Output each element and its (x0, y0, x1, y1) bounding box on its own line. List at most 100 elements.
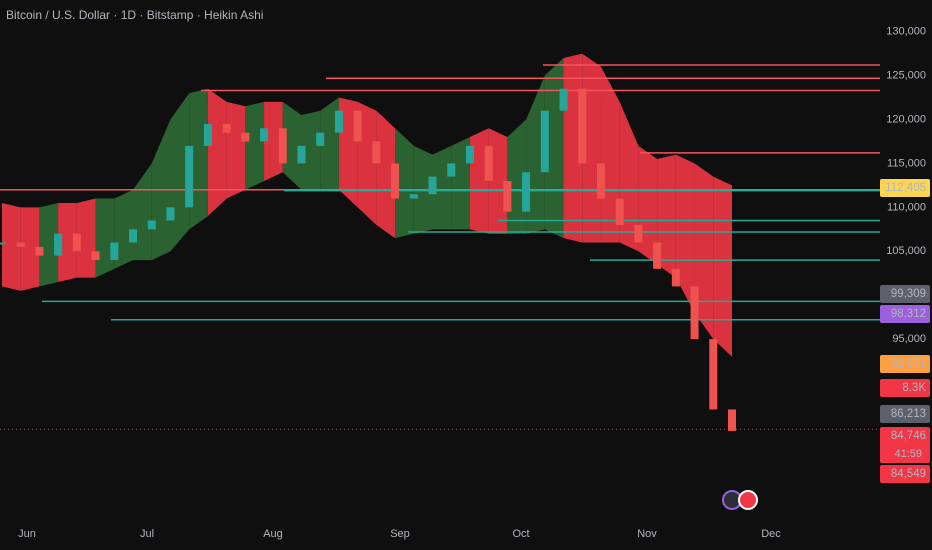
band-segment (20, 207, 40, 291)
candle (540, 110, 549, 173)
band-segment (320, 97, 339, 190)
price-label-bg (880, 285, 930, 303)
band-segment (638, 145, 658, 265)
candle (185, 145, 194, 208)
band-segment (338, 97, 358, 208)
candle (690, 286, 699, 340)
x-tick-label: Nov (637, 528, 657, 540)
candle (465, 145, 474, 164)
band-segment (563, 53, 583, 243)
band-segment (226, 101, 246, 199)
x-tick-label: Oct (512, 528, 529, 540)
candle (316, 132, 325, 146)
candle (54, 233, 63, 256)
candle (578, 88, 587, 164)
candle (147, 220, 156, 230)
candle (596, 163, 605, 199)
price-label-bg (880, 379, 930, 397)
band-segment (694, 163, 714, 340)
candle (503, 180, 512, 212)
candle (16, 242, 25, 247)
band-segment (264, 101, 283, 181)
candle (634, 224, 643, 243)
band-segment (58, 202, 77, 283)
band-segment (301, 110, 321, 190)
band-segment (245, 101, 265, 190)
price-label: 84,549 (891, 468, 926, 480)
y-tick-label: 105,000 (886, 245, 926, 257)
band-segment (544, 57, 564, 239)
candle (653, 242, 662, 269)
candle (484, 145, 493, 181)
band-segment (582, 53, 601, 243)
price-label: 99,309 (891, 288, 926, 300)
band-segment (95, 198, 115, 278)
band-segment (657, 154, 676, 278)
plot (0, 53, 880, 431)
price-label-bg (880, 405, 930, 423)
candle (559, 88, 568, 111)
candle (35, 246, 44, 256)
x-tick-label: Dec (761, 528, 781, 540)
candle (166, 207, 175, 221)
band-segment (432, 145, 452, 230)
band-segment (39, 202, 59, 287)
band-segment (526, 75, 545, 234)
candle (709, 339, 718, 410)
price-label-bg (880, 355, 930, 373)
candle (428, 176, 437, 195)
candle (241, 132, 250, 142)
band-segment (282, 101, 302, 190)
toolbar-icons[interactable] (722, 490, 758, 510)
candle (615, 198, 624, 225)
band-segment (376, 110, 396, 239)
candle (391, 163, 400, 199)
band-segment (488, 128, 508, 234)
chart-title: Bitcoin / U.S. Dollar · 1D · Bitstamp · … (6, 8, 263, 22)
candle (222, 123, 231, 133)
band-segment (170, 93, 190, 252)
price-label: 86,213 (891, 408, 926, 420)
candle (671, 268, 680, 287)
price-label: 84,746 (891, 430, 926, 442)
candle (728, 409, 736, 431)
candle (110, 242, 119, 261)
y-tick-label: 95,000 (892, 333, 926, 345)
x-tick-label: Jul (140, 528, 154, 540)
candle (522, 172, 531, 212)
band-segment (133, 163, 152, 261)
x-tick-label: Aug (263, 528, 283, 540)
band-segment (469, 128, 489, 234)
price-label: 8.3K (902, 382, 926, 394)
price-label-bg (880, 305, 930, 323)
y-tick-label: 110,000 (887, 201, 926, 213)
candle (447, 163, 456, 177)
band-segment (2, 202, 21, 291)
candle (353, 110, 362, 142)
y-tick-label: 120,000 (886, 113, 926, 125)
y-tick-label: 130,000 (886, 26, 926, 38)
band-segment (207, 88, 227, 217)
candle (91, 251, 100, 261)
candle (72, 233, 81, 252)
price-label-bg (880, 427, 930, 463)
band-segment (713, 176, 732, 357)
economic-event-icon[interactable] (738, 490, 758, 510)
candle (0, 242, 6, 245)
price-label-bg (880, 465, 930, 483)
y-tick-label: 115,000 (887, 157, 926, 169)
candle (260, 128, 269, 142)
band-segment (451, 137, 470, 230)
band-segment (395, 128, 414, 239)
price-label-bg (880, 179, 930, 197)
candle (203, 123, 212, 146)
candle (129, 229, 138, 243)
candle (409, 194, 418, 199)
x-tick-label: Jun (18, 528, 36, 540)
band-segment (600, 66, 620, 243)
band-segment (507, 119, 527, 234)
price-label: 112,405 (885, 182, 926, 194)
y-tick-label: 125,000 (886, 69, 926, 81)
